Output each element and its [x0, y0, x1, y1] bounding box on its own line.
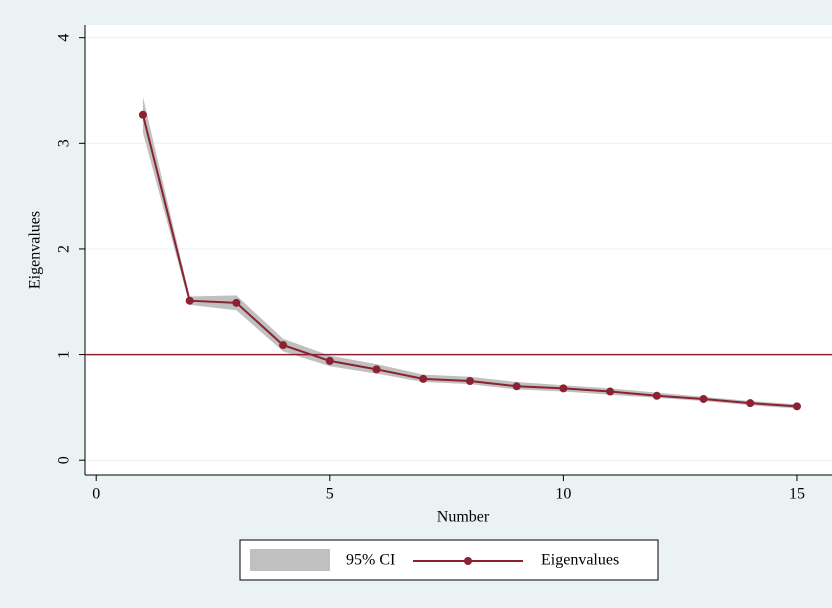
eigen-marker — [185, 296, 194, 305]
y-tick-label: 2 — [56, 245, 73, 253]
plot-area — [85, 25, 832, 475]
eigen-marker — [465, 376, 474, 385]
x-tick-label: 0 — [92, 486, 100, 503]
y-axis-title: Eigenvalues — [27, 211, 44, 289]
x-tick-label: 15 — [789, 486, 805, 503]
x-axis-title: Number — [437, 509, 490, 526]
eigen-marker — [559, 384, 568, 393]
x-tick-label: 5 — [326, 486, 334, 503]
y-tick-label: 0 — [56, 456, 73, 464]
legend-marker — [464, 557, 472, 565]
eigen-marker — [419, 374, 428, 383]
y-tick-label: 4 — [56, 34, 73, 42]
eigen-marker — [746, 399, 755, 408]
eigen-marker — [512, 382, 521, 391]
y-tick-label: 1 — [56, 351, 73, 359]
x-tick-label: 10 — [555, 486, 571, 503]
eigen-marker — [372, 365, 381, 374]
eigen-marker — [138, 110, 147, 119]
eigen-marker — [325, 356, 334, 365]
legend-swatch — [250, 549, 330, 571]
eigen-marker — [232, 298, 241, 307]
legend-label: 95% CI — [346, 552, 395, 569]
eigen-marker — [699, 394, 708, 403]
eigen-marker — [792, 402, 801, 411]
eigen-marker — [279, 341, 288, 350]
eigen-marker — [606, 387, 615, 396]
legend-label: Eigenvalues — [541, 552, 619, 569]
y-tick-label: 3 — [56, 139, 73, 147]
eigen-marker — [652, 391, 661, 400]
